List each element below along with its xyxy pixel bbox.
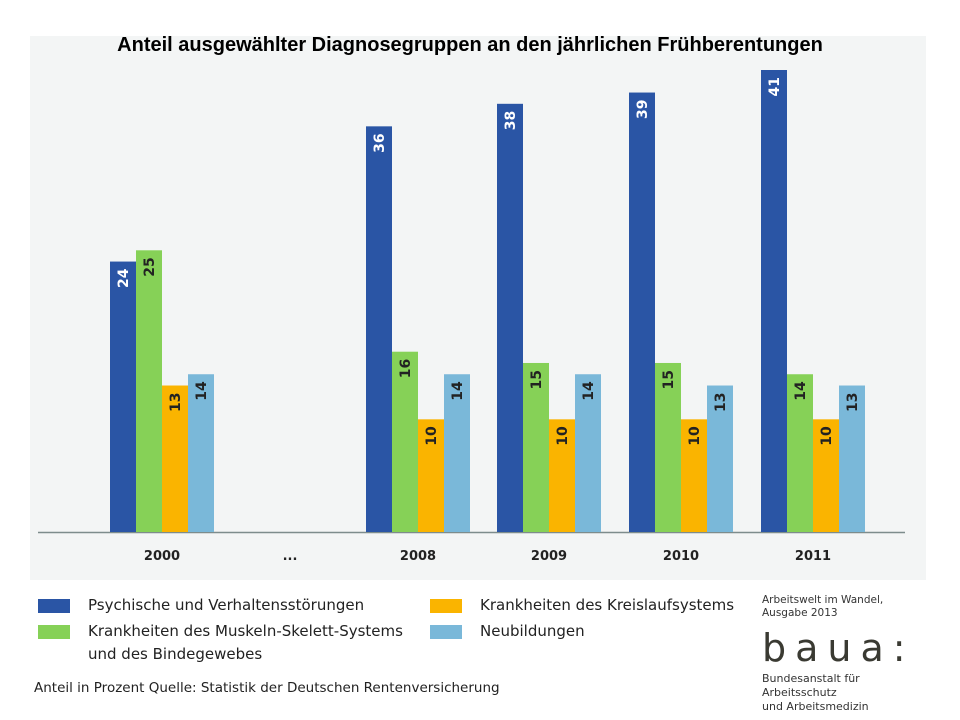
data-label-muskel-skelett-2010: 15: [661, 370, 677, 389]
bar-muskel-skelett-2008: [392, 351, 418, 532]
x-tick-label-2010: 2010: [663, 549, 699, 564]
chart-title: Anteil ausgewählter Diagnosegruppen an d…: [117, 34, 823, 56]
bar-muskel-skelett-2011: [787, 374, 813, 532]
data-label-psychische-2000: 24: [116, 268, 132, 288]
bar-psychische-2009: [497, 103, 523, 533]
bar-psychische-2011: [761, 70, 787, 532]
x-tick-label-2011: 2011: [795, 549, 831, 564]
legend-swatch-kreislauf: [430, 599, 462, 613]
institute-name: Bundesanstalt für Arbeitsschutz und Arbe…: [762, 672, 932, 714]
bar-kreislauf-2008: [418, 419, 444, 532]
legend-item-muskel-skelett: Krankheiten des Muskeln-Skelett-Systems …: [38, 620, 403, 666]
data-label-kreislauf-2000: 13: [168, 393, 184, 412]
bar-psychische-2008: [366, 126, 392, 532]
data-label-kreislauf-2011: 10: [819, 426, 835, 446]
bar-neubildungen-2009: [575, 374, 601, 532]
data-label-psychische-2008: 36: [372, 133, 388, 152]
legend-swatch-neubildungen: [430, 625, 462, 639]
legend-label-neubildungen: Neubildungen: [480, 622, 585, 640]
bar-psychische-2000: [110, 261, 136, 532]
x-tick-label-ellipsis: ...: [283, 549, 298, 564]
data-label-neubildungen-2009: 14: [581, 381, 597, 401]
legend-swatch-muskel-skelett: [38, 625, 70, 639]
source-footnote: Anteil in Prozent Quelle: Statistik der …: [34, 680, 500, 696]
data-label-kreislauf-2010: 10: [687, 426, 703, 446]
legend-label-kreislauf: Krankheiten des Kreislaufsystems: [480, 596, 735, 614]
legend-item-kreislauf: Krankheiten des Kreislaufsystems: [430, 594, 734, 617]
legend-label-muskel-skelett: Krankheiten des Muskeln-Skelett-Systems: [88, 622, 403, 640]
legend-label-psychische: Psychische und Verhaltensstörungen: [88, 596, 365, 614]
bar-neubildungen-2010: [707, 385, 733, 532]
bar-neubildungen-2008: [444, 374, 470, 532]
publication-line-1: Arbeitswelt im Wandel,: [762, 594, 884, 606]
data-label-neubildungen-2008: 14: [450, 381, 466, 401]
bar-muskel-skelett-2010: [655, 362, 681, 532]
bar-kreislauf-2010: [681, 419, 707, 532]
bar-muskel-skelett-2009: [523, 362, 549, 532]
bar-kreislauf-2009: [549, 419, 575, 532]
data-label-muskel-skelett-2000: 25: [142, 257, 158, 276]
legend-area: [30, 580, 926, 700]
x-tick-label-2000: 2000: [144, 549, 180, 564]
institute-line-2: und Arbeitsmedizin: [762, 700, 869, 713]
data-label-muskel-skelett-2011: 14: [793, 381, 809, 401]
data-label-muskel-skelett-2008: 16: [398, 359, 414, 378]
publication-note: Arbeitswelt im Wandel, Ausgabe 2013: [762, 594, 902, 620]
data-label-kreislauf-2009: 10: [555, 426, 571, 446]
publication-line-2: Ausgabe 2013: [762, 607, 838, 619]
x-tick-label-2009: 2009: [531, 549, 567, 564]
data-label-psychische-2011: 41: [767, 77, 783, 96]
data-label-psychische-2009: 38: [503, 111, 519, 130]
x-tick-label-2008: 2008: [400, 549, 436, 564]
bar-neubildungen-2000: [188, 374, 214, 532]
data-label-psychische-2010: 39: [635, 100, 651, 119]
legend-item-psychische: Psychische und Verhaltensstörungen: [38, 594, 364, 617]
baua-logo: baua:: [762, 626, 915, 670]
legend-swatch-psychische: [38, 599, 70, 613]
bar-kreislauf-2011: [813, 419, 839, 532]
bar-kreislauf-2000: [162, 385, 188, 532]
bar-neubildungen-2011: [839, 385, 865, 532]
bar-muskel-skelett-2000: [136, 250, 162, 533]
legend-item-neubildungen: Neubildungen: [430, 620, 585, 643]
bar-psychische-2010: [629, 92, 655, 532]
data-label-neubildungen-2010: 13: [713, 393, 729, 412]
institute-line-1: Bundesanstalt für Arbeitsschutz: [762, 672, 860, 699]
data-label-kreislauf-2008: 10: [424, 426, 440, 446]
data-label-neubildungen-2000: 14: [194, 381, 210, 401]
legend-label-muskel-skelett-line2: und des Bindegewebes: [88, 645, 263, 663]
data-label-muskel-skelett-2009: 15: [529, 370, 545, 389]
data-label-neubildungen-2011: 13: [845, 393, 861, 412]
